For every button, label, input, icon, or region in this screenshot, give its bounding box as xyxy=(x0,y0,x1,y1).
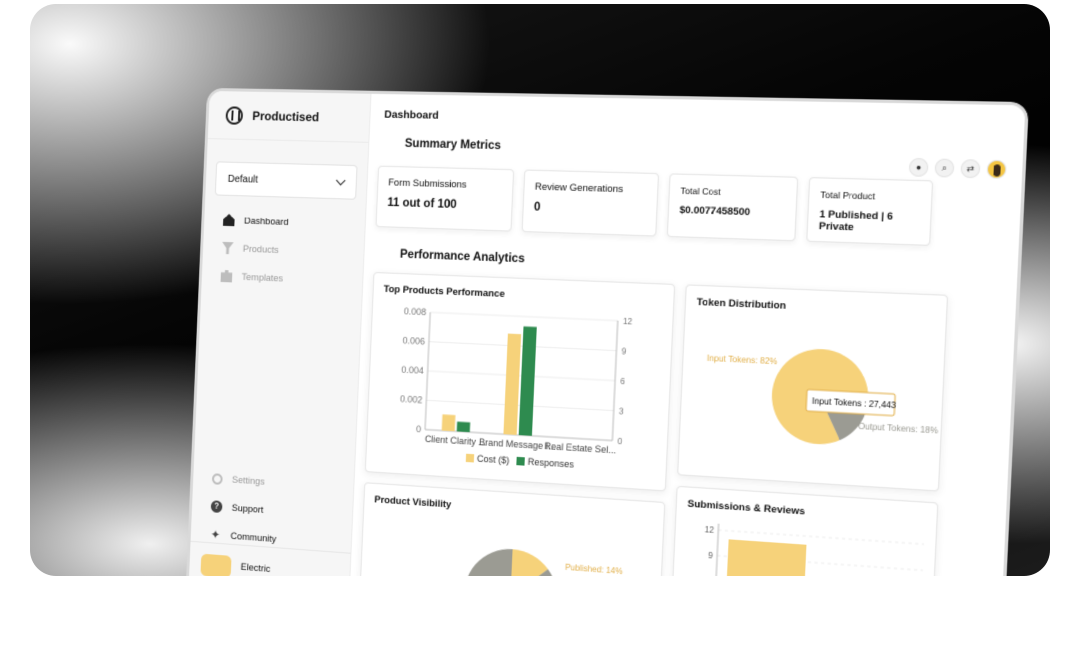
y-left-tick-label: 0 xyxy=(416,424,421,435)
metric-review-generations: Review Generations 0 xyxy=(522,170,659,237)
sidebar: Productised Default Dashboard Products T… xyxy=(188,91,372,618)
org-name: Electric xyxy=(240,562,270,575)
workspace-select[interactable]: Default xyxy=(215,161,358,199)
workspace-label: Default xyxy=(228,173,259,185)
grid-line xyxy=(430,312,618,320)
translate-icon[interactable]: ⇄ xyxy=(960,159,980,178)
brand-logo-icon xyxy=(225,106,243,124)
metric-label: Form Submissions xyxy=(388,177,502,192)
token-distribution-card: Token Distribution Input Tokens: 82% Outp… xyxy=(677,284,948,491)
top-products-card: Top Products Performance 0 0.002 0.004 0.00… xyxy=(365,272,675,491)
metric-value: 1 Published | 6 Private xyxy=(819,209,920,236)
legend-swatch-cost xyxy=(466,454,474,463)
bar-cost xyxy=(442,414,456,431)
legend-label: Cost ($) xyxy=(477,453,510,465)
token-distribution-chart: Input Tokens: 82%Output Tokens: 18%Input… xyxy=(678,285,949,492)
brand: Productised xyxy=(208,91,371,143)
sidebar-item-label: Community xyxy=(230,530,276,544)
y-right-tick-label: 6 xyxy=(620,377,626,387)
y-tick-label: 9 xyxy=(708,551,714,561)
y-right-tick-label: 9 xyxy=(621,347,627,357)
sidebar-item-label: Dashboard xyxy=(244,215,289,228)
y-right-tick-label: 3 xyxy=(619,407,625,417)
bell-icon[interactable]: ● xyxy=(909,158,929,177)
sparkle-icon: ✦ xyxy=(209,528,221,541)
bar-responses xyxy=(519,326,537,435)
pie-label: Output Tokens: 18% xyxy=(858,421,938,435)
sidebar-nav: Dashboard Products Templates xyxy=(201,205,365,296)
sidebar-item-label: Support xyxy=(232,502,264,515)
metric-form-submissions: Form Submissions 11 out of 100 xyxy=(375,166,514,232)
legend-label: Responses xyxy=(527,456,574,469)
y-left-tick-label: 0.008 xyxy=(404,306,427,317)
metric-total-cost: Total Cost $0.0077458500 xyxy=(667,173,799,241)
metric-label: Total Product xyxy=(820,189,920,203)
puzzle-icon xyxy=(221,270,233,283)
funnel-icon xyxy=(222,242,234,254)
sidebar-item-label: Products xyxy=(243,243,279,255)
pie-label: Published: 14% xyxy=(565,562,623,576)
sidebar-item-templates[interactable]: Templates xyxy=(201,261,363,296)
help-icon: ? xyxy=(211,500,223,513)
metric-label: Review Generations xyxy=(535,181,647,196)
metric-value: $0.0077458500 xyxy=(679,204,785,219)
org-logo-icon xyxy=(200,553,231,577)
y-left-tick-label: 0.004 xyxy=(401,364,424,376)
search-icon[interactable]: ⌕ xyxy=(934,159,954,178)
legend-swatch-responses xyxy=(516,457,525,466)
bar-responses xyxy=(457,422,470,433)
y-tick-label: 12 xyxy=(704,525,714,535)
gear-icon xyxy=(212,473,223,485)
page-bottom xyxy=(0,576,1080,665)
avatar[interactable] xyxy=(986,160,1006,179)
x-tick-label: Real Estate Sel... xyxy=(544,441,616,456)
pie-label: Input Tokens: 82% xyxy=(707,353,778,366)
metric-total-product: Total Product 1 Published | 6 Private xyxy=(806,177,933,246)
y-left-tick-label: 0.002 xyxy=(400,394,423,406)
y-right-tick-label: 0 xyxy=(617,437,623,447)
y-right-tick-label: 12 xyxy=(623,317,633,327)
x-tick-label: Client Clarity ... xyxy=(425,434,487,448)
header-tools: ● ⌕ ⇄ xyxy=(909,158,1007,179)
y-left-tick-label: 0.006 xyxy=(402,335,425,346)
metric-value: 11 out of 100 xyxy=(387,197,502,213)
metric-label: Total Cost xyxy=(680,185,786,199)
page-title: Dashboard xyxy=(384,108,439,121)
top-products-chart: 0 0.002 0.004 0.006 0.008 0 3 6 9 12 Client Clarit… xyxy=(366,273,676,493)
metric-value: 0 xyxy=(534,201,646,217)
bar-cost xyxy=(503,334,521,435)
chevron-down-icon xyxy=(336,175,346,185)
sidebar-item-label: Settings xyxy=(232,474,265,487)
home-icon xyxy=(223,214,235,226)
brand-name: Productised xyxy=(252,108,319,124)
sidebar-item-label: Templates xyxy=(241,271,283,284)
summary-title: Summary Metrics xyxy=(405,138,502,153)
analytics-title: Performance Analytics xyxy=(400,248,525,265)
